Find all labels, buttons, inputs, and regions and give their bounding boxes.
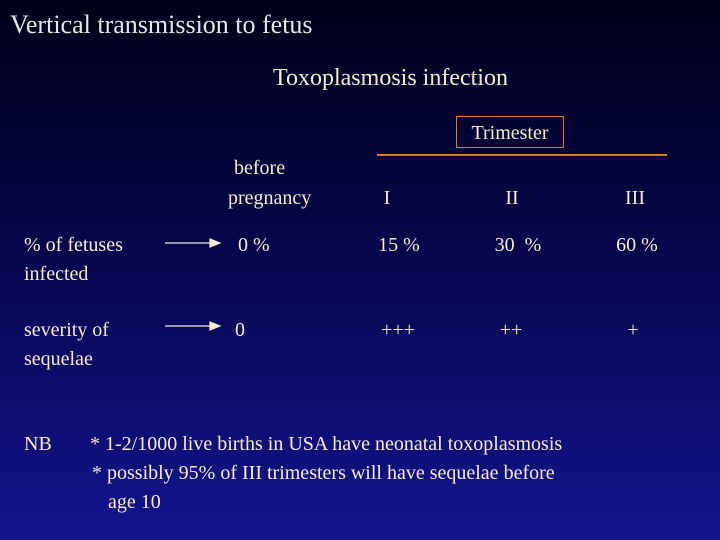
trimester-box — [456, 116, 564, 148]
cell: ++ — [499, 319, 523, 341]
slide-title: Vertical transmission to fetus — [10, 10, 313, 39]
row-label: % of fetuses — [24, 234, 123, 256]
cell: 60 % — [616, 234, 658, 256]
cell: 15 % — [378, 234, 420, 256]
row-label: infected — [24, 263, 89, 285]
group-header: Trimester — [471, 122, 549, 144]
column-header: pregnancy — [228, 187, 312, 209]
note: * 1-2/1000 live births in USA have neona… — [90, 433, 563, 455]
column-header: I — [383, 187, 391, 209]
row-label: severity of — [24, 319, 109, 341]
arrow-head — [209, 321, 222, 331]
cell: 0 % — [238, 234, 270, 256]
note: * possibly 95% of III trimesters will ha… — [92, 462, 555, 484]
note: age 10 — [108, 491, 161, 513]
arrow-head — [209, 238, 222, 248]
column-header: III — [625, 187, 645, 209]
cell: 0 — [235, 319, 245, 341]
column-header: before — [234, 157, 286, 179]
header-rule — [377, 154, 667, 156]
notes-label: NB — [24, 433, 52, 455]
subtitle: Toxoplasmosis infection — [273, 65, 508, 91]
cell: 30 % — [494, 234, 542, 256]
row-label: sequelae — [24, 348, 93, 370]
cell: +++ — [381, 319, 415, 341]
cell: + — [627, 319, 639, 341]
column-header: II — [505, 187, 519, 209]
